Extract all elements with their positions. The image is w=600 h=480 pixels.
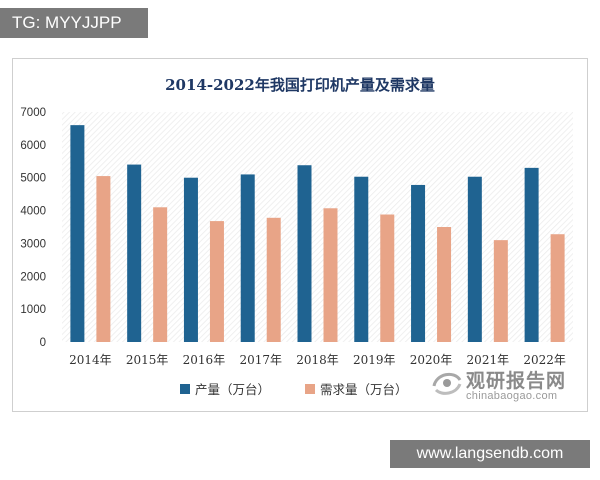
y-tick-label: 6000	[20, 140, 46, 152]
legend-swatch	[305, 384, 315, 394]
y-tick-label: 5000	[20, 173, 46, 185]
bar-demand	[380, 214, 395, 342]
y-tick-label: 2000	[20, 271, 46, 283]
watermark-name: 观研报告网	[466, 370, 567, 392]
bar-demand	[437, 227, 452, 342]
x-tick-label: 2014年	[69, 353, 112, 367]
bar-production	[240, 174, 255, 342]
bar-demand	[96, 176, 111, 342]
bar-production	[183, 177, 198, 342]
top-tag-badge: TG: MYYJJPP	[0, 8, 148, 38]
x-tick-label: 2020年	[410, 353, 453, 367]
chart-title: 2014-2022年我国打印机产量及需求量	[165, 76, 435, 94]
bar-demand	[550, 234, 565, 342]
bar-production	[297, 165, 312, 342]
bar-demand	[209, 221, 224, 342]
plot-area	[62, 112, 573, 342]
x-tick-label: 2016年	[183, 353, 226, 367]
bar-production	[524, 167, 539, 342]
bar-production	[127, 164, 142, 342]
legend-swatch	[180, 384, 190, 394]
y-tick-label: 0	[40, 337, 46, 349]
y-tick-label: 4000	[20, 206, 46, 218]
y-tick-label: 1000	[20, 304, 46, 316]
y-tick-label: 7000	[20, 107, 46, 119]
watermark-swirl-icon	[432, 372, 462, 395]
bar-production	[354, 176, 369, 342]
x-tick-label: 2019年	[353, 353, 396, 367]
x-tick-label: 2021年	[467, 353, 510, 367]
bar-production	[467, 176, 482, 342]
x-tick-label: 2018年	[296, 353, 339, 367]
bar-production	[70, 125, 85, 343]
x-tick-label: 2015年	[126, 353, 169, 367]
y-tick-label: 3000	[20, 238, 46, 250]
bar-demand	[266, 217, 281, 342]
bar-demand	[323, 208, 338, 342]
legend-label: 产量（万台）	[195, 382, 270, 397]
x-tick-label: 2017年	[239, 353, 282, 367]
bar-production	[411, 184, 426, 342]
watermark-url: chinabaogao.com	[466, 390, 558, 402]
legend-label: 需求量（万台）	[320, 382, 408, 397]
x-tick-label: 2022年	[523, 353, 566, 367]
bar-demand	[153, 207, 168, 342]
source-url-badge: www.langsendb.com	[390, 440, 590, 468]
bar-demand	[493, 240, 508, 342]
